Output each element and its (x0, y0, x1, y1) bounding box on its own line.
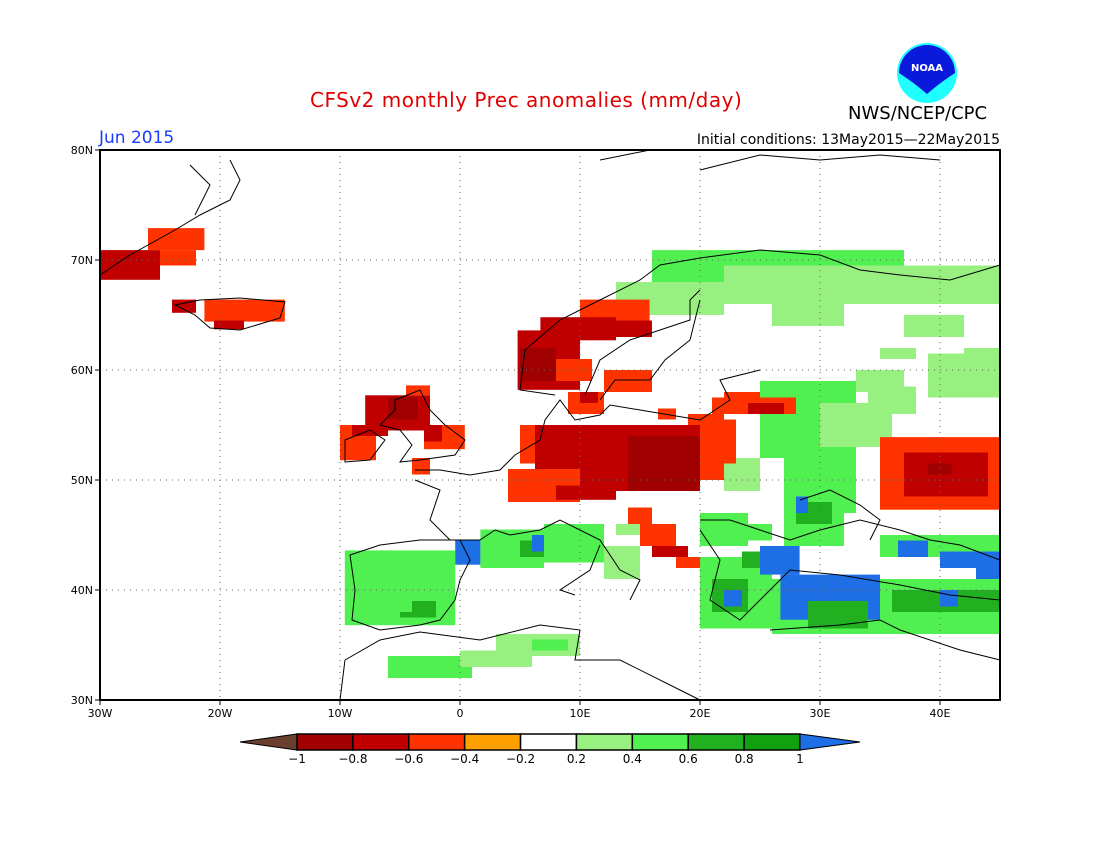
grid-lines (100, 150, 1000, 700)
lat-tick-label: 30N (71, 694, 93, 707)
anomaly-cell (580, 392, 598, 403)
colorbar-bin (687, 733, 745, 751)
colorbar-high-arrow (799, 733, 861, 751)
anomaly-cell (748, 403, 784, 414)
anomaly-cell (652, 546, 688, 557)
lon-tick-label: 0 (457, 707, 464, 720)
lon-tick-label: 30E (810, 707, 831, 720)
colorbar-bin (296, 733, 354, 751)
colorbar-label: −1 (288, 752, 306, 766)
anomaly-cell (532, 639, 568, 651)
colorbar-bin (743, 733, 801, 751)
colorbar-label: 0.2 (567, 752, 586, 766)
anomaly-cell (148, 228, 205, 251)
anomaly-cell (880, 348, 916, 359)
colorbar: −1 −0.8 −0.6 −0.4 −0.2 0.2 0.4 0.6 0.8 1 (239, 733, 861, 766)
anomaly-cell (808, 601, 868, 629)
anomaly-cell (520, 348, 556, 381)
lon-tick-label: 30W (88, 707, 113, 720)
colorbar-label: −0.6 (394, 752, 423, 766)
colorbar-label: −0.8 (338, 752, 367, 766)
colorbar-bin (519, 733, 578, 751)
anomaly-cell (616, 320, 652, 337)
anomaly-cell (424, 425, 442, 442)
colorbar-label: 0.4 (623, 752, 642, 766)
anomaly-cell (796, 496, 808, 513)
anomaly-cell (388, 595, 412, 612)
anomaly-cell (742, 551, 760, 568)
anomaly-cell (772, 304, 844, 326)
colorbar-bin (408, 733, 466, 751)
organization-label: NWS/NCEP/CPC (848, 103, 988, 124)
colorbar-label: 0.6 (679, 752, 698, 766)
anomaly-cell (204, 299, 285, 322)
chart-title: CFSv2 monthly Prec anomalies (mm/day) (310, 88, 743, 112)
initial-conditions: Initial conditions: 13May2015—22May2015 (696, 132, 1000, 148)
anomaly-cell (676, 557, 700, 568)
anomaly-cell (640, 524, 676, 546)
lat-tick-label: 40N (71, 584, 93, 597)
lon-tick-label: 10W (328, 707, 353, 720)
anomaly-cell (898, 540, 928, 557)
anomaly-cell (388, 656, 472, 678)
colorbar-bin (352, 733, 410, 751)
lat-tick-label: 60N (71, 364, 93, 377)
anomaly-cell (628, 507, 652, 524)
anomaly-cell (160, 250, 196, 266)
anomaly-cell (928, 353, 1000, 398)
lon-tick-label: 40E (930, 707, 951, 720)
anomaly-cell (214, 320, 244, 330)
lon-tick-label: 10E (570, 707, 591, 720)
lat-tick-label: 50N (71, 474, 93, 487)
anomaly-cell (352, 568, 424, 579)
anomaly-cell (700, 458, 724, 480)
lat-tick-label: 80N (71, 144, 93, 157)
colorbar-bin (463, 733, 522, 751)
colorbar-label: 1 (796, 752, 804, 766)
colorbar-bin (631, 733, 689, 751)
anomaly-cell (616, 524, 640, 535)
anomaly-cell (724, 524, 772, 541)
colorbar-label: −0.4 (450, 752, 479, 766)
anomaly-cell (604, 546, 640, 579)
anomaly-cells (100, 228, 1000, 678)
noaa-logo: NOAA (896, 42, 958, 108)
anomaly-cell (700, 419, 736, 436)
lat-tick-label: 70N (71, 254, 93, 267)
anomaly-cell (724, 590, 742, 607)
anomaly-cell (388, 397, 418, 420)
anomaly-cell (172, 299, 196, 313)
coastlines (99, 149, 1001, 701)
lon-tick-label: 20E (690, 707, 711, 720)
colorbar-label: −0.2 (506, 752, 535, 766)
anomaly-cell (724, 265, 1000, 304)
svg-text:NOAA: NOAA (911, 63, 943, 74)
colorbar-low-arrow (239, 733, 298, 751)
anomaly-cell (904, 315, 964, 337)
map-frame (99, 149, 1001, 701)
anomaly-cell (976, 562, 1000, 579)
anomaly-cell (544, 524, 604, 563)
colorbar-bin (575, 733, 634, 751)
anomaly-cell (628, 436, 700, 491)
anomaly-cell (604, 370, 652, 392)
anomaly-cell (455, 540, 481, 565)
colorbar-label: 0.8 (735, 752, 754, 766)
forecast-month: Jun 2015 (99, 128, 175, 148)
anomaly-cell (556, 485, 616, 500)
anomaly-cell (940, 590, 958, 607)
lon-tick-label: 20W (208, 707, 233, 720)
